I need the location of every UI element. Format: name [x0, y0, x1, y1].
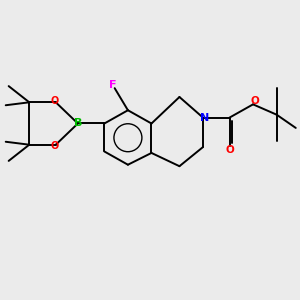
- Text: O: O: [225, 145, 234, 155]
- Text: O: O: [50, 95, 58, 106]
- Text: F: F: [110, 80, 117, 90]
- Text: O: O: [50, 142, 58, 152]
- Text: O: O: [250, 96, 259, 106]
- Text: B: B: [74, 118, 82, 128]
- Text: N: N: [200, 112, 209, 123]
